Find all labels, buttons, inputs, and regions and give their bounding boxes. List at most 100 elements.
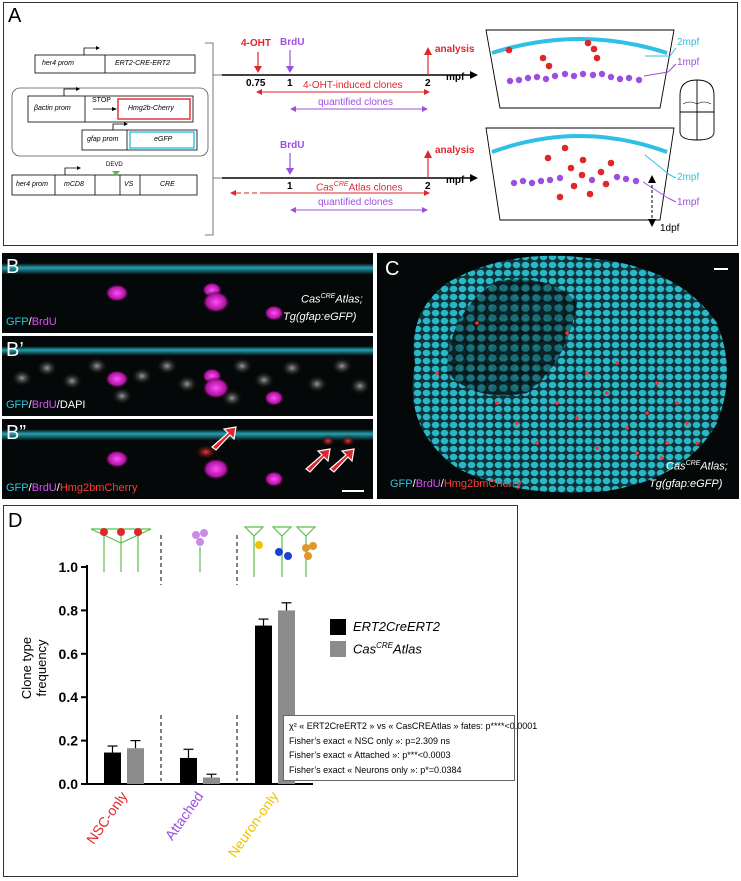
c-title-post: Atlas;: [700, 460, 728, 473]
t1-label-1: 1: [287, 78, 293, 89]
stats-line-2: Fisher’s exact « NSC only »: p=2.309 ns: [289, 735, 451, 746]
b-brdu: BrdU: [31, 316, 57, 328]
arrow-icon: [211, 426, 355, 473]
b2-caption: GFP/BrdU/Hmg2bmCherry: [6, 482, 137, 494]
c-slash-1: /: [412, 478, 416, 490]
cre-label: CRE: [160, 181, 175, 188]
b-title-sup: CRE: [320, 293, 336, 300]
legend-swatch-ert2: [330, 619, 346, 635]
b2-hmg: Hmg2bmCherry: [59, 482, 138, 494]
cas-clones-post: Atlas clones: [348, 182, 403, 194]
b1-slash-2: /: [56, 399, 60, 411]
stats-line-1: χ² « ERT2CreERT2 » vs « CasCREAtlas » fa…: [289, 721, 538, 731]
stats-line-4: Fisher’s exact « Neurons only »: p*=0.03…: [289, 764, 462, 775]
ohtt-label: 4-OHT: [241, 38, 271, 49]
panel-a-diagram: [11, 29, 715, 236]
panel-b2-label: B”: [6, 422, 26, 444]
b-title-post: Atlas;: [335, 293, 363, 306]
brdu-label-1: BrdU: [280, 37, 305, 48]
analysis-label-2: analysis: [435, 145, 475, 156]
brdu-label-2: BrdU: [280, 140, 305, 151]
c-caption: GFP/BrdU/Hmg2bmCherry: [390, 478, 521, 490]
bar: [104, 752, 121, 784]
category-label: NSC-only: [83, 789, 130, 847]
mpf1-top-label: 1mpf: [677, 57, 700, 68]
devd-label: DEVD: [106, 162, 123, 168]
micrograph-b1: [2, 336, 373, 416]
c-brdu: BrdU: [415, 478, 441, 490]
cas-clones-label: CasCREAtlas clones: [316, 181, 403, 193]
legend-cas-post: Atlas: [393, 641, 422, 657]
oht-clones-label: 4-OHT-induced clones: [303, 80, 403, 91]
c-title-pre: Cas: [666, 460, 686, 473]
legend-cas-sup: CRE: [376, 641, 394, 650]
dpf1-label: 1dpf: [660, 223, 680, 234]
panel-d-label: D: [8, 510, 23, 532]
b1-brdu: BrdU: [31, 399, 57, 411]
c-title-1: CasCREAtlas;: [666, 460, 728, 473]
c-scale-bar: [714, 268, 728, 270]
y-axis-label: Clone type frequency: [19, 636, 49, 700]
b-caption: GFP/BrdU: [6, 316, 57, 328]
t075-label: 0.75: [246, 78, 266, 89]
micrograph-c: [377, 253, 739, 499]
stats-line-3: Fisher’s exact « Attached »: p***<0.0003: [289, 750, 451, 760]
t2-label-1: 2: [425, 78, 431, 89]
ert2-label: ERT2-CRE-ERT2: [115, 60, 170, 67]
analysis-label-1: analysis: [435, 44, 475, 55]
b2-slash-2: /: [56, 482, 60, 494]
stop-label: STOP: [92, 97, 111, 104]
vs-label: VS: [124, 181, 134, 188]
b-title-pre: Cas: [301, 293, 321, 306]
bactin-label: βactin prom: [34, 105, 71, 112]
mpf1-bot-label: 1mpf: [677, 197, 700, 208]
panel-b1-label: B’: [6, 339, 24, 361]
panel-b-label: B: [6, 256, 20, 278]
mcd8-label: mCD8: [64, 181, 84, 188]
c-gfp: GFP: [390, 478, 413, 490]
neuron-only-icon: [243, 526, 317, 577]
y-tick-label: 0.6: [59, 646, 79, 662]
b1-slash-1: /: [28, 399, 32, 411]
quantified-label-2: quantified clones: [318, 197, 394, 208]
b2-brdu: BrdU: [31, 482, 57, 494]
bar: [127, 748, 144, 784]
t2-label-2: 2: [425, 181, 431, 192]
y-tick-label: 0.4: [59, 689, 79, 705]
category-label: Neuron-only: [225, 789, 282, 861]
quantified-label-1: quantified clones: [318, 97, 394, 108]
chart-layer: 0.0 0.2 0.4 0.6 0.8 1.0 NSC-only Attached Neuron…: [59, 559, 313, 860]
mpf-label-1: mpf: [446, 72, 465, 83]
b2-gfp: GFP: [6, 482, 29, 494]
mpf2-top-label: 2mpf: [677, 37, 700, 48]
y-tick-label: 1.0: [59, 559, 79, 575]
t1-label-2: 1: [287, 181, 293, 192]
her4-prom2-label: her4 prom: [16, 181, 48, 188]
micrograph-b2: [2, 419, 373, 499]
clone-type-chart: 0.0 0.2 0.4 0.6 0.8 1.0 NSC-only Attached Neuron…: [59, 526, 317, 860]
b1-caption: GFP/BrdU/DAPI: [6, 399, 86, 411]
bar: [180, 757, 197, 784]
y-tick-label: 0.0: [59, 776, 79, 792]
panel-c-label: C: [385, 258, 400, 280]
category-label: Attached: [162, 789, 207, 843]
cas-clones-sup: CRE: [333, 181, 349, 188]
legend-ert2: ERT2CreERT2: [353, 619, 440, 634]
c-slash-2: /: [440, 478, 444, 490]
b2-scale-bar: [342, 490, 364, 492]
bar: [255, 625, 272, 784]
y-tick-label: 0.8: [59, 602, 79, 618]
hmg2b-label: Hmg2b-Cherry: [128, 105, 174, 112]
gfap-prom-label: gfap prom: [87, 136, 119, 143]
b1-dapi: DAPI: [59, 399, 86, 411]
legend-swatch-cas: [330, 641, 346, 657]
micrograph-b: [2, 253, 373, 333]
b-title-1: CasCREAtlas;: [301, 293, 363, 306]
legend-cas: CasCREAtlas: [353, 641, 422, 656]
b1-gfp: GFP: [6, 399, 29, 411]
mpf2-bot-label: 2mpf: [677, 172, 700, 183]
c-hmg: Hmg2bmCherry: [443, 478, 522, 490]
b-slash: /: [28, 316, 32, 328]
her4-prom-label: her4 prom: [42, 60, 74, 67]
legend-cas-pre: Cas: [353, 641, 377, 657]
